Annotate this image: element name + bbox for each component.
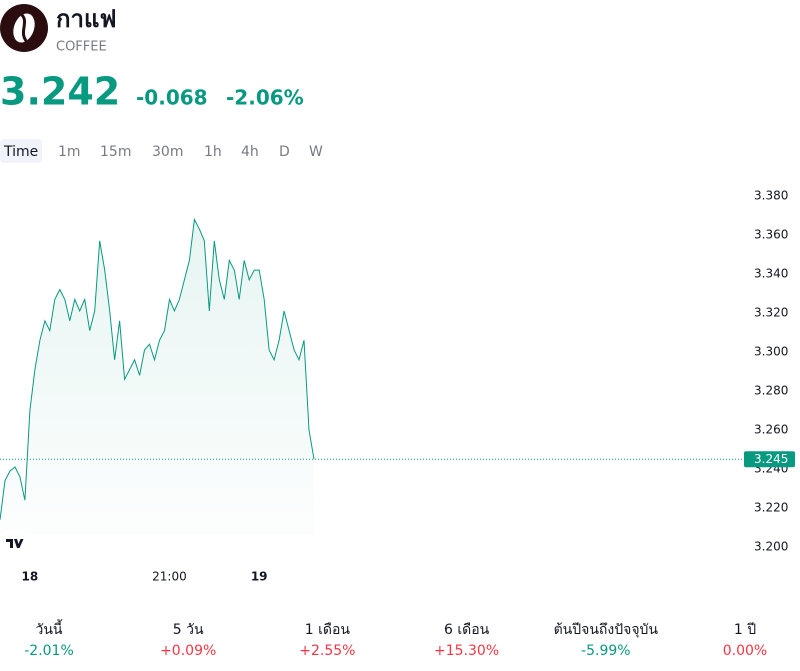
x-tick-label: 18	[22, 570, 39, 584]
y-tick-label: 3.360	[754, 228, 788, 242]
price-line	[0, 217, 315, 520]
y-tick-label: 3.340	[754, 267, 788, 281]
period-change[interactable]: -5.99%	[581, 643, 631, 659]
y-tick-label: 3.380	[754, 189, 788, 203]
y-tick-label: 3.200	[754, 540, 788, 554]
chart: 3.2003.2203.2403.2603.2803.3003.3203.340…	[0, 189, 795, 584]
period-label[interactable]: ต้นปีจนถึงปัจจุบัน	[554, 622, 659, 638]
timeframe-selected-bg	[0, 139, 42, 163]
x-tick-label: 21:00	[152, 570, 187, 584]
timeframe-button[interactable]: D	[279, 144, 290, 160]
price-change: -0.068	[136, 86, 208, 110]
y-tick-label: 3.220	[754, 501, 788, 515]
period-change[interactable]: 0.00%	[723, 643, 767, 659]
symbol-logo	[0, 4, 48, 52]
period-change[interactable]: +15.30%	[434, 643, 499, 659]
period-change[interactable]: +0.09%	[160, 643, 216, 659]
timeframe-button[interactable]: 15m	[100, 144, 131, 160]
timeframe-button[interactable]: 30m	[152, 144, 183, 160]
timeframe-button[interactable]: 1m	[58, 144, 81, 160]
timeframe-bar: Time 1m 15m 30m 1h 4h D W	[3, 144, 323, 160]
symbol-subtitle: COFFEE	[56, 40, 107, 55]
last-price-badge	[744, 451, 795, 468]
price-change-percent: -2.06%	[226, 86, 304, 110]
timeframe-button[interactable]: 1h	[204, 144, 222, 160]
y-tick-label: 3.320	[754, 306, 788, 320]
period-label[interactable]: 6 เดือน	[444, 622, 490, 638]
y-tick-label: 3.280	[754, 384, 788, 398]
period-change[interactable]: +2.55%	[299, 643, 355, 659]
timeframe-button[interactable]: Time	[3, 144, 38, 160]
timeframe-button[interactable]: 4h	[241, 144, 259, 160]
x-tick-label: 19	[251, 570, 268, 584]
price: 3.242	[0, 70, 120, 114]
area-fill	[0, 219, 314, 535]
tradingview-logo	[0, 530, 28, 556]
period-label[interactable]: 1 ปี	[734, 622, 756, 638]
last-price-label: 3.245	[754, 452, 788, 466]
y-tick-label: 3.260	[754, 423, 788, 437]
performance-row: วันนี้ -2.01% 5 วัน +0.09% 1 เดือน +2.55% 6 เด…	[24, 619, 767, 659]
period-label[interactable]: 1 เดือน	[305, 622, 351, 638]
period-label[interactable]: วันนี้	[35, 619, 63, 638]
symbol-title: กาแฟ	[56, 5, 116, 33]
period-change[interactable]: -2.01%	[24, 643, 74, 659]
timeframe-button[interactable]: W	[309, 144, 323, 160]
period-label[interactable]: 5 วัน	[173, 622, 204, 638]
y-tick-label: 3.300	[754, 345, 788, 359]
